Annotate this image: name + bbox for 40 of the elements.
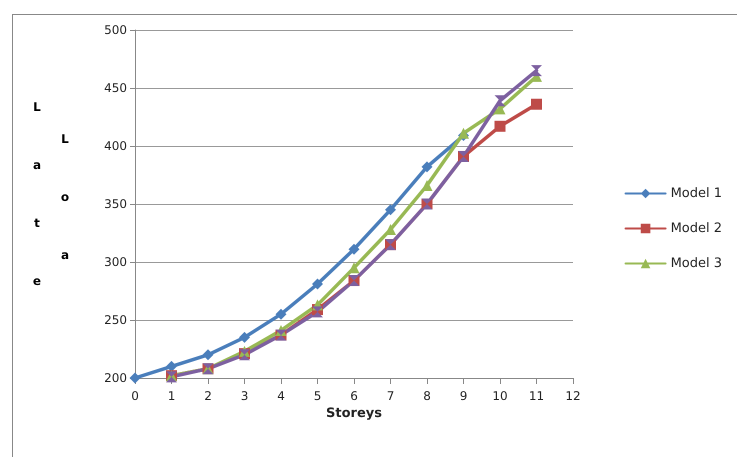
point — [166, 360, 177, 372]
point — [422, 161, 432, 172]
x-tick-label: 7 — [386, 389, 394, 403]
x-tick-label: 1 — [168, 389, 176, 403]
x-tick-label: 6 — [350, 389, 358, 403]
y-tick-label: 400 — [104, 139, 127, 153]
y-tick-label: 350 — [104, 197, 127, 211]
point — [202, 349, 214, 360]
point — [494, 95, 506, 106]
x-tick-label: 0 — [131, 389, 139, 403]
point — [348, 244, 360, 255]
y-tick-label: 500 — [104, 23, 127, 37]
point — [531, 65, 542, 76]
point — [385, 204, 396, 216]
x-tick-label: 11 — [528, 389, 544, 403]
y-tick-label: 250 — [104, 313, 127, 327]
text: Loa — [58, 132, 72, 306]
x-axis-title: Storeys — [326, 406, 382, 421]
point — [422, 180, 432, 191]
point — [276, 308, 286, 320]
x-tick-label: 10 — [492, 389, 508, 403]
y-tick-label: 450 — [104, 81, 127, 95]
legend-label: Model 2 — [670, 221, 722, 236]
legend-label: Model 1 — [670, 186, 722, 201]
point — [458, 128, 469, 139]
text: Late — [30, 100, 44, 332]
x-tick-label: 3 — [240, 389, 248, 403]
point — [312, 278, 323, 290]
y-tick-label: 300 — [104, 255, 127, 269]
legend-label: Model 3 — [670, 256, 722, 271]
x-tick-label: 8 — [423, 389, 431, 403]
point — [494, 120, 506, 132]
x-tick-label: 5 — [314, 389, 322, 403]
x-tick-label: 4 — [277, 389, 285, 403]
point — [239, 332, 250, 343]
x-tick-label: 9 — [460, 389, 468, 403]
point — [531, 98, 542, 110]
y-tick-label: 200 — [104, 371, 127, 385]
x-tick-label: 12 — [565, 389, 581, 403]
x-tick-label: 2 — [204, 389, 212, 403]
